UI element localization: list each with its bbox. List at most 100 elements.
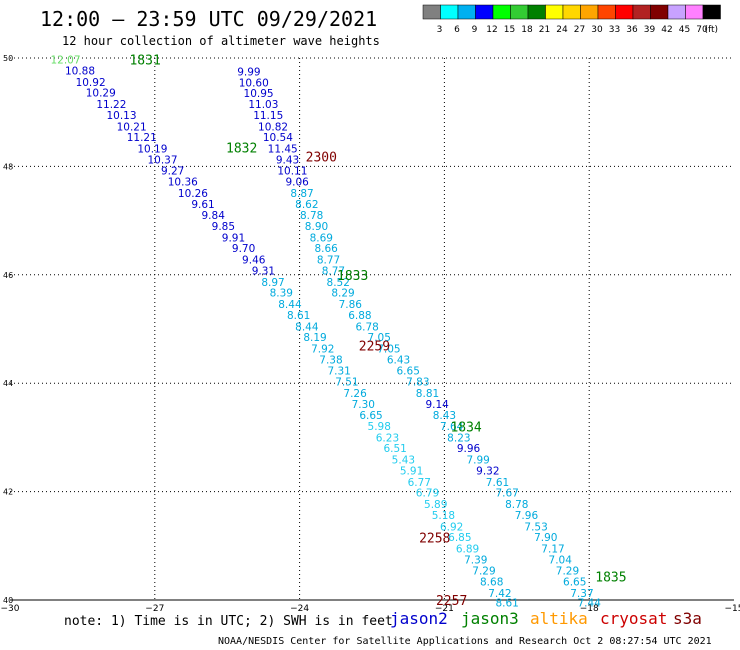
colorbar-swatch [475, 4, 494, 20]
wave-height-point: 5.98 [368, 421, 391, 433]
colorbar-label: 27 [574, 25, 585, 35]
wave-height-point: 6.65 [397, 366, 420, 378]
colorbar-swatch [580, 4, 599, 20]
x-tick-label: −15 [725, 604, 740, 614]
wave-height-point: 11.15 [253, 110, 283, 122]
wave-height-points: 12.0710.8810.9210.2911.2210.1310.2111.21… [50, 55, 601, 610]
colorbar-swatch [702, 4, 721, 20]
wave-height-point: 11.03 [248, 99, 278, 111]
wave-height-point: 10.29 [86, 88, 116, 100]
colorbar-label: 70 [696, 25, 708, 35]
colorbar-swatch [615, 4, 634, 20]
chart-subtitle: 12 hour collection of altimeter wave hei… [62, 34, 380, 48]
wave-height-point: 6.65 [563, 577, 586, 589]
wave-height-colorbar: 3 6 9 12 15 18 21 24 27 30 33 36 39 42 45 70(ft) [422, 4, 721, 35]
wave-height-point: 7.04 [549, 554, 573, 566]
wave-height-point: 10.13 [106, 110, 136, 122]
wave-height-point: 6.23 [376, 432, 399, 444]
colorbar-swatch [440, 4, 459, 20]
wave-height-point: 7.17 [541, 544, 564, 556]
colorbar-swatch [510, 4, 529, 20]
wave-height-point: 7.26 [343, 388, 367, 400]
wave-height-point: 9.85 [212, 221, 235, 233]
wave-height-point: 7.99 [466, 455, 489, 467]
x-tick-label: −18 [580, 604, 599, 614]
legend-jason2: jason2 [390, 609, 448, 628]
wave-height-point: 8.19 [303, 332, 326, 344]
wave-height-point: 12.07 [50, 55, 80, 67]
wave-height-point: 11.45 [268, 144, 298, 156]
wave-height-point: 7.44 [578, 598, 602, 610]
legend-jason3: jason3 [461, 609, 519, 628]
wave-height-point: 8.97 [261, 277, 284, 289]
pass-time-label: 2300 [306, 151, 337, 166]
x-tick-label: −24 [290, 604, 309, 614]
legend-cryosat: cryosat [600, 609, 667, 628]
wave-height-point: 6.78 [355, 321, 378, 333]
wave-height-point: 10.92 [76, 77, 106, 89]
wave-height-point: 9.99 [237, 67, 260, 79]
colorbar-label: 39 [644, 25, 656, 35]
wave-height-point: 5.91 [400, 465, 423, 477]
wave-height-point: 5.18 [432, 510, 455, 522]
y-tick-label: 44 [3, 379, 13, 388]
footer-text: NOAA/NESDIS Center for Satellite Applica… [218, 636, 712, 647]
wave-height-point: 10.95 [244, 88, 274, 100]
wave-height-point: 8.68 [480, 577, 503, 589]
wave-height-point: 9.32 [476, 465, 499, 477]
wave-height-point: 8.90 [305, 221, 328, 233]
wave-height-point: 10.11 [277, 166, 307, 178]
wave-height-point: 7.67 [495, 488, 518, 500]
wave-height-point: 7.39 [464, 554, 487, 566]
colorbar-label: 30 [591, 25, 603, 35]
pass-time-label: 1834 [450, 421, 481, 436]
wave-height-point: 6.92 [440, 521, 463, 533]
wave-height-point: 8.87 [290, 188, 313, 200]
colorbar-label: 18 [521, 25, 533, 35]
wave-height-point: 8.61 [495, 598, 518, 610]
wave-height-point: 7.29 [472, 566, 495, 578]
x-tick-label: −21 [435, 604, 454, 614]
wave-height-point: 5.43 [392, 455, 415, 467]
x-tick-label: −30 [1, 604, 20, 614]
pass-time-label: 2257 [436, 594, 467, 609]
colorbar-label: 3 [437, 25, 443, 35]
colorbar-swatch [492, 4, 511, 20]
wave-height-point: 7.90 [534, 532, 557, 544]
colorbar-label: 36 [626, 25, 638, 35]
wave-height-point: 8.78 [505, 499, 528, 511]
colorbar-swatch [422, 4, 441, 20]
note-text: note: 1) Time is in UTC; 2) SWH is in fe… [64, 614, 393, 629]
axis-tick-labels: −30 −27 −24 −21 −18 −15 40 42 44 46 48 50 [1, 54, 740, 614]
wave-height-point: 9.61 [191, 199, 214, 211]
colorbar-label: 9 [472, 25, 478, 35]
colorbar-label: 24 [556, 25, 568, 35]
wave-height-point: 10.88 [65, 65, 95, 77]
wave-height-point: 8.81 [416, 388, 439, 400]
pass-time-label: 1835 [595, 571, 626, 586]
wave-height-point: 9.43 [276, 154, 299, 166]
wave-height-point: 9.06 [285, 177, 309, 189]
colorbar-swatch [527, 4, 546, 20]
wave-height-point: 7.83 [406, 377, 429, 389]
pass-time-label: 2258 [419, 532, 450, 547]
wave-height-point: 11.21 [127, 132, 157, 144]
colorbar-swatch [545, 4, 564, 20]
wave-height-point: 7.37 [570, 588, 593, 600]
wave-height-point: 10.21 [117, 121, 147, 133]
wave-height-point: 7.30 [352, 399, 375, 411]
wave-height-point: 8.66 [314, 243, 338, 255]
wave-height-point: 7.42 [488, 588, 511, 600]
pass-time-label: 1832 [226, 141, 257, 156]
colorbar-unit: (ft) [705, 25, 719, 35]
colorbar-label: 42 [661, 25, 672, 35]
wave-height-point: 7.05 [368, 332, 391, 344]
wave-height-point: 8.23 [447, 432, 470, 444]
colorbar-swatch [597, 4, 616, 20]
wave-height-point: 9.70 [232, 243, 255, 255]
y-tick-label: 46 [3, 271, 13, 280]
wave-height-point: 10.82 [258, 121, 288, 133]
wave-height-point: 9.46 [242, 255, 266, 267]
wave-height-point: 8.78 [300, 210, 323, 222]
wave-height-point: 8.77 [317, 255, 340, 267]
